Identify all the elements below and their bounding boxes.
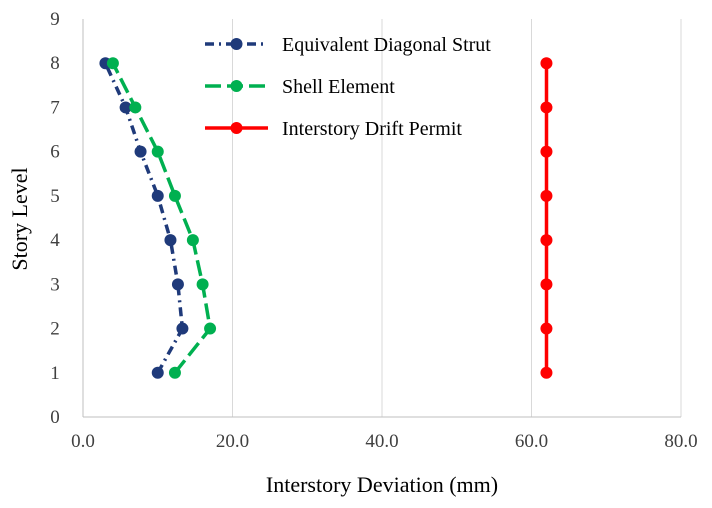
y-tick-label: 4 (50, 230, 60, 251)
legend-label: Shell Element (282, 76, 395, 98)
y-tick-label: 8 (50, 53, 60, 74)
y-tick-label: 9 (50, 9, 60, 30)
data-point (129, 101, 142, 114)
data-point (164, 234, 177, 247)
data-point (168, 189, 181, 202)
legend-item: Interstory Drift Permit (205, 118, 462, 140)
data-point (119, 101, 132, 114)
series-1 (99, 57, 189, 379)
x-tick-label: 20.0 (216, 431, 249, 452)
series-3 (540, 57, 553, 379)
legend-item: Shell Element (205, 76, 395, 98)
x-tick-label: 40.0 (365, 431, 398, 452)
y-tick-label: 5 (50, 186, 60, 207)
data-point (151, 145, 164, 158)
plot-series (99, 57, 553, 379)
x-tick-label: 0.0 (71, 431, 95, 452)
data-point (106, 57, 119, 70)
legend-swatch-marker (230, 122, 243, 134)
data-point (134, 145, 147, 158)
axes: 0.0 20.0 40.0 60.0 80.0 0 1 2 3 4 5 6 7 8 9 (50, 9, 697, 452)
legend-item: Equivalent Diagonal Strut (205, 34, 491, 56)
legend-swatch-marker (230, 38, 243, 50)
data-point (540, 101, 553, 114)
data-point (540, 234, 553, 247)
legend: Equivalent Diagonal Strut Shell Element In… (205, 34, 491, 140)
legend-label: Interstory Drift Permit (282, 118, 462, 140)
y-tick-label: 0 (50, 407, 60, 428)
data-point (186, 234, 199, 247)
y-tick-label: 3 (50, 274, 60, 295)
y-axis-title: Story Level (7, 167, 32, 270)
x-axis-title: Interstory Deviation (mm) (266, 472, 498, 497)
gridlines (232, 19, 682, 417)
data-point (540, 322, 553, 335)
data-point (540, 278, 553, 291)
x-tick-label: 80.0 (664, 431, 697, 452)
data-point (151, 189, 164, 202)
y-tick-label: 7 (50, 97, 60, 118)
data-point (204, 322, 217, 335)
x-tick-label: 60.0 (515, 431, 548, 452)
data-point (540, 366, 553, 379)
y-tick-label: 2 (50, 319, 60, 340)
series-line (103, 62, 185, 374)
data-point (540, 57, 553, 70)
y-tick-label: 6 (50, 142, 60, 163)
data-point (171, 278, 184, 291)
data-point (151, 366, 164, 379)
data-point (196, 278, 209, 291)
series-2 (106, 57, 217, 379)
data-point (540, 145, 553, 158)
data-point (540, 189, 553, 202)
data-point (168, 366, 181, 379)
legend-label: Equivalent Diagonal Strut (282, 34, 491, 56)
data-point (176, 322, 189, 335)
legend-swatch-marker (230, 80, 243, 92)
y-tick-label: 1 (50, 363, 60, 384)
